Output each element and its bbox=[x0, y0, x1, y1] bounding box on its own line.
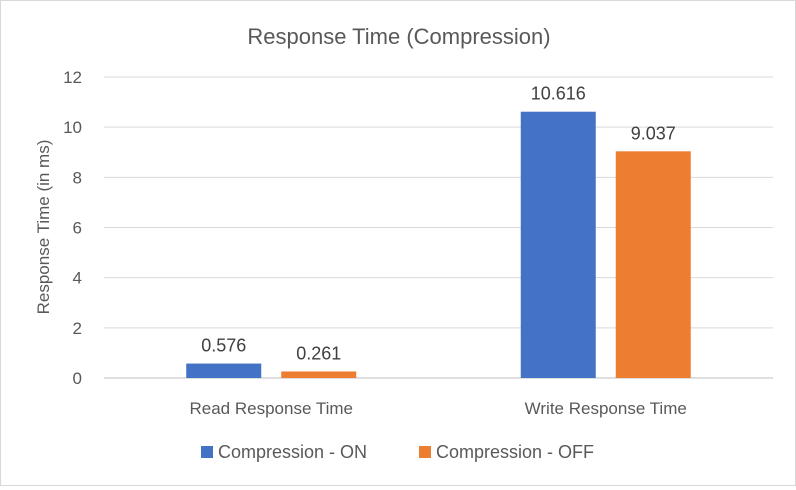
x-category-label: Write Response Time bbox=[525, 399, 687, 418]
data-label: 0.576 bbox=[201, 336, 246, 356]
legend-swatch bbox=[201, 446, 213, 458]
data-labels: 0.576 0.261 10.616 9.037 bbox=[201, 84, 676, 364]
y-tick-label: 0 bbox=[73, 369, 82, 388]
x-category-label: Read Response Time bbox=[190, 399, 353, 418]
bar bbox=[281, 371, 357, 378]
gridlines bbox=[104, 76, 773, 379]
y-axis-ticks: 0 2 4 6 8 10 12 bbox=[63, 68, 82, 388]
legend-label: Compression - ON bbox=[218, 442, 367, 462]
data-label: 0.261 bbox=[296, 343, 341, 363]
y-axis-label: Response Time (in ms) bbox=[34, 140, 53, 315]
bars bbox=[186, 111, 691, 378]
y-tick-label: 2 bbox=[73, 319, 82, 338]
y-tick-label: 8 bbox=[73, 168, 82, 187]
bar bbox=[186, 363, 262, 378]
chart-title: Response Time (Compression) bbox=[247, 24, 550, 49]
legend-swatch bbox=[419, 446, 431, 458]
y-tick-label: 12 bbox=[63, 68, 82, 87]
legend: Compression - ON Compression - OFF bbox=[201, 442, 594, 462]
y-tick-label: 4 bbox=[73, 269, 82, 288]
y-tick-label: 6 bbox=[73, 219, 82, 238]
x-axis-categories: Read Response Time Write Response Time bbox=[190, 399, 687, 418]
data-label: 10.616 bbox=[531, 84, 586, 104]
bar bbox=[520, 111, 596, 378]
legend-label: Compression - OFF bbox=[436, 442, 594, 462]
bar bbox=[615, 151, 691, 378]
y-tick-label: 10 bbox=[63, 118, 82, 137]
data-label: 9.037 bbox=[631, 123, 676, 143]
